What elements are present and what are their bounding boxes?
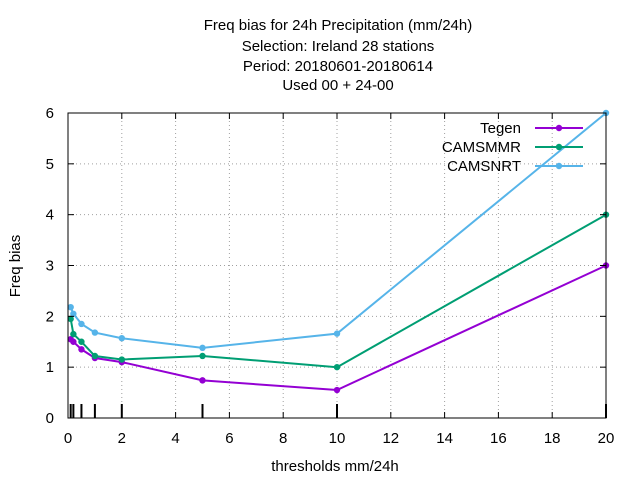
- x-tick-label: 20: [598, 430, 615, 447]
- series-line: [69, 213, 607, 369]
- x-tick-label: 2: [118, 430, 126, 447]
- title-line-4: Used 00 + 24-00: [282, 77, 393, 94]
- data-point: [199, 377, 206, 384]
- legend-label: CAMSNRT: [447, 158, 521, 175]
- x-axis-ticks: 0 2 4 6 8 10 12 14 16 18 20: [64, 113, 615, 447]
- x-axis-label: thresholds mm/24h: [271, 458, 399, 475]
- series-line: [69, 112, 607, 349]
- x-tick-label: 10: [329, 430, 346, 447]
- chart-title: Freq bias for 24h Precipitation (mm/24h)…: [204, 17, 472, 94]
- y-tick-label: 6: [46, 105, 54, 122]
- x-tick-label: 14: [436, 430, 453, 447]
- y-tick-label: 3: [46, 258, 54, 275]
- data-point: [67, 315, 74, 323]
- x-tick-label: 6: [225, 430, 233, 447]
- data-point: [78, 320, 85, 328]
- y-tick-label: 0: [46, 410, 54, 427]
- legend-label: Tegen: [480, 120, 521, 137]
- y-tick-label: 5: [46, 156, 54, 173]
- data-point: [199, 344, 206, 352]
- data-point: [118, 334, 126, 342]
- y-tick-label: 1: [46, 359, 54, 376]
- x-tick-label: 4: [171, 430, 179, 447]
- legend-item: CAMSNRT: [447, 158, 583, 175]
- legend-swatch-point: [555, 162, 563, 170]
- grid: [68, 113, 606, 418]
- data-point: [70, 310, 77, 317]
- data-point: [91, 329, 99, 336]
- legend-item: Tegen: [480, 120, 583, 137]
- series-line: [70, 264, 607, 392]
- data-point: [199, 352, 206, 360]
- y-tick-label: 2: [46, 308, 54, 325]
- title-line-3: Period: 20180601-20180614: [243, 58, 433, 75]
- legend-item: CAMSMMR: [442, 139, 583, 156]
- data-point: [333, 363, 341, 371]
- x-tick-label: 12: [382, 430, 399, 447]
- legend: Tegen CAMSMMR CAMSNRT: [442, 120, 583, 175]
- y-tick-label: 4: [46, 207, 54, 224]
- series-tegen: [67, 262, 610, 394]
- y-axis-ticks: 0 1 2 3 4 5 6: [46, 105, 606, 427]
- data-point: [118, 356, 126, 363]
- legend-label: CAMSMMR: [442, 139, 521, 156]
- x-tick-label: 16: [490, 430, 507, 447]
- x-tick-label: 8: [279, 430, 287, 447]
- legend-swatch-point: [555, 143, 563, 151]
- title-line-2: Selection: Ireland 28 stations: [242, 38, 435, 55]
- title-line-1: Freq bias for 24h Precipitation (mm/24h): [204, 17, 472, 34]
- x-tick-label: 0: [64, 430, 72, 447]
- data-point: [78, 338, 85, 345]
- threshold-markers: [69, 404, 607, 418]
- series-layer: [67, 109, 610, 394]
- series-camsnrt: [67, 109, 610, 352]
- x-tick-label: 18: [544, 430, 561, 447]
- data-point: [333, 386, 341, 394]
- legend-swatch-point: [555, 124, 563, 132]
- data-point: [70, 330, 77, 338]
- data-point: [333, 330, 341, 337]
- y-axis-label: Freq bias: [7, 235, 24, 298]
- data-point: [91, 352, 99, 360]
- data-point: [78, 346, 85, 353]
- data-point: [67, 303, 74, 311]
- data-point: [70, 338, 77, 345]
- series-camsmmr: [67, 211, 610, 371]
